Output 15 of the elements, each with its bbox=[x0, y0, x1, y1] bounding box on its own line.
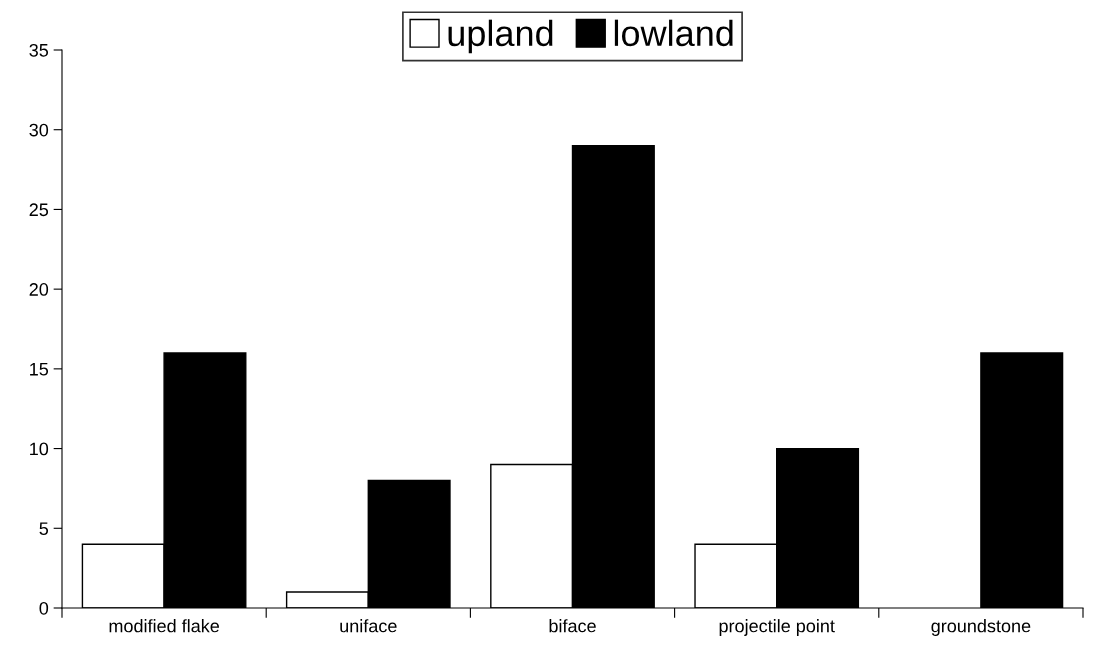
x-tick-label: modified flake bbox=[109, 619, 219, 633]
y-tick-label: 35 bbox=[29, 43, 49, 57]
x-tick-label: biface bbox=[549, 619, 596, 633]
y-tick-label: 5 bbox=[39, 522, 49, 536]
y-tick-label: 0 bbox=[39, 601, 49, 615]
y-tick-label: 15 bbox=[30, 362, 49, 376]
x-tick-label: groundstone bbox=[931, 619, 1031, 636]
legend-label: lowland bbox=[614, 19, 733, 47]
y-tick-label: 20 bbox=[29, 283, 49, 296]
y-tick-label: 10 bbox=[30, 442, 49, 456]
legend-label: upland bbox=[448, 19, 553, 54]
y-tick-label: 25 bbox=[29, 203, 49, 217]
y-tick-label: 30 bbox=[29, 123, 49, 137]
x-tick-label: projectile point bbox=[719, 619, 835, 636]
x-tick-label: uniface bbox=[340, 619, 397, 633]
